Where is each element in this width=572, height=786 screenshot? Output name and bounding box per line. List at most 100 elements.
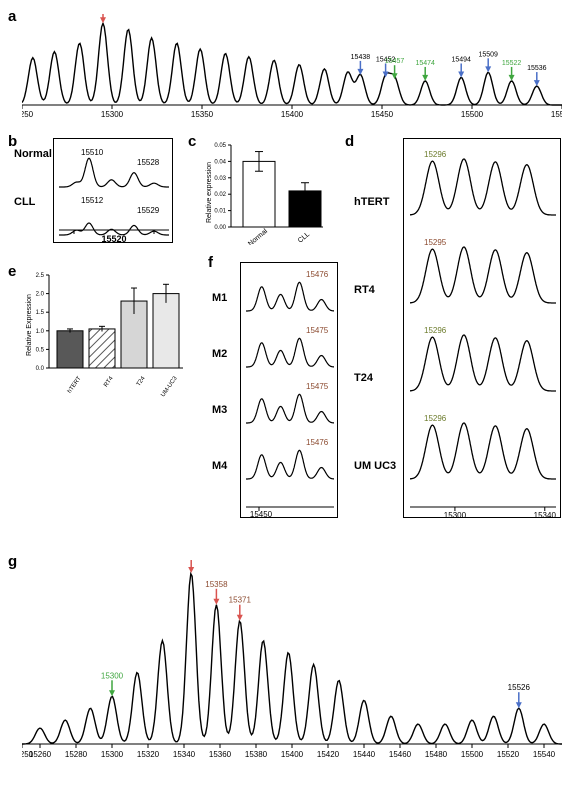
- svg-text:15360: 15360: [209, 750, 232, 759]
- panel-f-row-M3: M3: [212, 404, 227, 416]
- panel-d-row-RT4: RT4: [354, 284, 375, 296]
- svg-text:0.03: 0.03: [214, 176, 226, 182]
- panel-d: 15296152951529615296hTERTRT4T24UM UC3153…: [403, 138, 561, 518]
- panel-d-row-hTERT: hTERT: [354, 196, 389, 208]
- svg-text:15476: 15476: [306, 270, 329, 279]
- panel-f-row-M2: M2: [212, 348, 227, 360]
- svg-text:1.5: 1.5: [36, 310, 45, 316]
- svg-text:15520: 15520: [101, 234, 126, 244]
- svg-text:0.05: 0.05: [214, 143, 226, 149]
- panel-a-svg: 1525015300153501540015450155001555015295…: [22, 14, 562, 119]
- svg-text:15460: 15460: [389, 750, 412, 759]
- svg-text:0.02: 0.02: [214, 192, 226, 198]
- svg-text:15300: 15300: [444, 511, 467, 519]
- svg-text:15296: 15296: [424, 150, 447, 159]
- panel-b-row-normal: Normal: [14, 148, 52, 160]
- svg-text:15380: 15380: [245, 750, 268, 759]
- panel-f-label: f: [208, 254, 213, 271]
- svg-text:0.00: 0.00: [214, 225, 226, 231]
- panel-g-svg: 1525015260152801530015320153401536015380…: [22, 560, 562, 760]
- svg-text:15280: 15280: [65, 750, 88, 759]
- svg-text:15260: 15260: [29, 750, 52, 759]
- svg-text:hTERT: hTERT: [67, 375, 83, 394]
- svg-text:0.5: 0.5: [36, 347, 45, 353]
- panel-g-label: g: [8, 553, 17, 570]
- panel-f-svg: 15476 15475 15475 15476 15450: [241, 263, 339, 519]
- svg-text:15475: 15475: [306, 326, 329, 335]
- svg-text:15480: 15480: [425, 750, 448, 759]
- panel-d-row-T24: T24: [354, 372, 373, 384]
- svg-text:15350: 15350: [191, 110, 214, 119]
- svg-text:1.0: 1.0: [36, 329, 45, 335]
- panel-e-label: e: [8, 263, 16, 280]
- figure-root: a 15250 15300 15350 15400 15450 15500 15550 152…: [8, 8, 564, 778]
- panel-a-label: a: [8, 8, 16, 25]
- panel-a: 1525015300153501540015450155001555015295…: [22, 14, 562, 119]
- svg-text:15510: 15510: [81, 148, 104, 157]
- svg-text:15371: 15371: [229, 596, 252, 605]
- panel-f-row-M4: M4: [212, 460, 227, 472]
- svg-text:15529: 15529: [137, 206, 160, 215]
- svg-text:15250: 15250: [22, 110, 34, 119]
- svg-text:15550: 15550: [551, 110, 562, 119]
- svg-text:15509: 15509: [478, 51, 498, 58]
- panel-d-row-UM UC3: UM UC3: [354, 460, 396, 472]
- svg-text:15358: 15358: [205, 580, 228, 589]
- svg-text:15296: 15296: [424, 326, 447, 335]
- panel-c-svg: 0.00 0.01 0.02 0.03 0.04 0.05 Normal CLL Relativ…: [203, 140, 328, 245]
- svg-text:15540: 15540: [533, 750, 556, 759]
- svg-text:15474: 15474: [415, 60, 435, 67]
- svg-text:15295: 15295: [424, 238, 447, 247]
- svg-text:Normal: Normal: [247, 228, 269, 245]
- svg-text:15450: 15450: [250, 510, 273, 519]
- svg-text:15438: 15438: [351, 54, 371, 61]
- panel-f: 15476 15475 15475 15476 15450: [240, 262, 338, 518]
- svg-text:15300: 15300: [101, 671, 124, 680]
- svg-text:CLL: CLL: [297, 231, 311, 245]
- svg-text:15300: 15300: [101, 110, 124, 119]
- svg-text:0.01: 0.01: [214, 209, 226, 215]
- svg-text:Relative expression: Relative expression: [206, 162, 213, 223]
- svg-text:T24: T24: [136, 375, 147, 387]
- panel-f-row-M1: M1: [212, 292, 227, 304]
- svg-text:15520: 15520: [497, 750, 520, 759]
- svg-text:15500: 15500: [461, 110, 484, 119]
- svg-text:RT4: RT4: [103, 375, 115, 388]
- svg-text:15340: 15340: [173, 750, 196, 759]
- panel-b: 15510 15528 15512 15529 15520: [53, 138, 173, 243]
- svg-text:15475: 15475: [306, 382, 329, 391]
- panel-g: 1525015260152801530015320153401536015380…: [22, 560, 562, 760]
- svg-text:15300: 15300: [101, 750, 124, 759]
- svg-text:15400: 15400: [281, 750, 304, 759]
- panel-d-svg: 15296152951529615296hTERTRT4T24UM UC3153…: [404, 139, 562, 519]
- svg-text:15440: 15440: [353, 750, 376, 759]
- svg-text:15500: 15500: [461, 750, 484, 759]
- panel-d-label: d: [345, 133, 354, 150]
- panel-e-svg: 0.0 0.5 1.0 1.5 2.0 2.5 hTERT RT4 T24 UM-UC3 Relat…: [23, 270, 188, 400]
- svg-text:15526: 15526: [508, 683, 531, 692]
- svg-text:15296: 15296: [424, 414, 447, 423]
- svg-text:15340: 15340: [534, 511, 557, 519]
- svg-text:0.0: 0.0: [36, 366, 45, 372]
- svg-text:UM-UC3: UM-UC3: [160, 375, 179, 398]
- svg-text:Relative Expression: Relative Expression: [26, 294, 33, 356]
- panel-e: 0.0 0.5 1.0 1.5 2.0 2.5 hTERT RT4 T24 UM-UC3 Relat…: [23, 270, 188, 400]
- svg-text:15320: 15320: [137, 750, 160, 759]
- svg-text:15494: 15494: [451, 56, 471, 63]
- panel-b-row-cll: CLL: [14, 196, 35, 208]
- svg-text:15450: 15450: [371, 110, 394, 119]
- svg-text:15536: 15536: [527, 65, 547, 72]
- panel-c: 0.00 0.01 0.02 0.03 0.04 0.05 Normal CLL Relativ…: [203, 140, 328, 245]
- svg-text:15400: 15400: [281, 110, 304, 119]
- svg-text:15420: 15420: [317, 750, 340, 759]
- svg-text:2.5: 2.5: [36, 273, 45, 279]
- svg-text:15522: 15522: [502, 60, 522, 67]
- svg-text:15476: 15476: [306, 438, 329, 447]
- svg-text:15512: 15512: [81, 196, 104, 205]
- svg-text:2.0: 2.0: [36, 292, 45, 298]
- svg-text:15528: 15528: [137, 158, 160, 167]
- panel-c-label: c: [188, 133, 196, 150]
- panel-b-svg: 15510 15528 15512 15529 15520: [54, 139, 174, 244]
- svg-text:15457: 15457: [385, 58, 405, 65]
- svg-text:0.04: 0.04: [214, 159, 226, 165]
